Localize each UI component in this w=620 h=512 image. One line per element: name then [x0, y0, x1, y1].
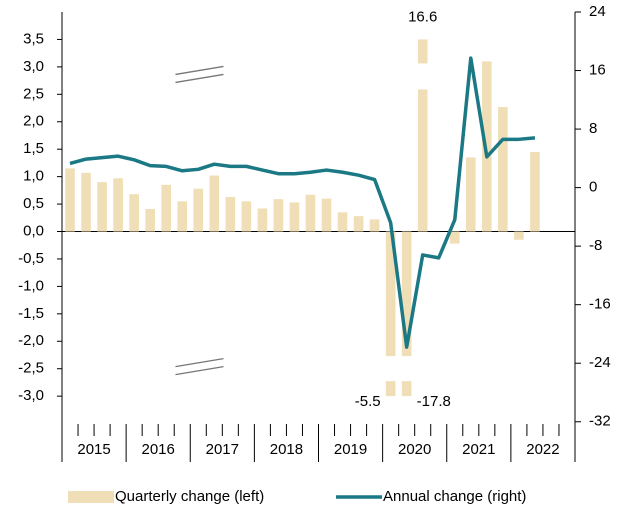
- break-mark: [175, 65, 224, 76]
- bar: [273, 199, 284, 232]
- y-tick-label: 2,5: [23, 85, 44, 102]
- bar: [241, 201, 252, 232]
- bar: [530, 151, 540, 232]
- bar: [289, 202, 300, 232]
- y-tick-label: -0,5: [18, 250, 44, 267]
- bar: [97, 182, 107, 232]
- x-group-label: 2022: [526, 441, 559, 458]
- bar: [257, 208, 268, 232]
- break-mark: [175, 358, 224, 368]
- x-group-label: 2020: [398, 441, 431, 458]
- bar: [465, 157, 476, 232]
- bar: [321, 198, 332, 232]
- bar-tail: [385, 381, 396, 397]
- y2-tick-label: 24: [589, 3, 606, 20]
- y-tick-label: 0,0: [23, 222, 44, 239]
- bar: [353, 216, 364, 232]
- bar: [145, 209, 155, 232]
- y-tick-label: 3,5: [23, 30, 44, 47]
- y2-tick-label: -32: [589, 413, 611, 430]
- y-tick-label: 1,5: [23, 140, 44, 157]
- bar: [337, 212, 348, 232]
- data-label: 16.6: [408, 8, 437, 25]
- bar: [225, 196, 236, 232]
- line: [69, 56, 536, 349]
- y-tick-label: -1,5: [18, 305, 44, 322]
- y2-tick-label: -16: [589, 296, 611, 313]
- y2-tick-label: 8: [589, 120, 597, 137]
- bar: [514, 231, 524, 240]
- bar: [113, 178, 123, 232]
- bar-tail: [417, 39, 428, 64]
- x-group-label: 2018: [270, 441, 303, 458]
- bar: [81, 172, 91, 232]
- bar: [401, 231, 412, 357]
- y-tick-label: 0,5: [23, 195, 44, 212]
- bar: [177, 201, 188, 232]
- x-group-label: 2015: [77, 441, 110, 458]
- x-group-label: 2021: [462, 441, 495, 458]
- bar: [498, 106, 508, 232]
- bar: [449, 231, 460, 244]
- legend-label: Quarterly change (left): [115, 488, 264, 505]
- bar: [385, 231, 396, 357]
- bar: [305, 194, 316, 232]
- y2-tick-label: 0: [589, 179, 597, 196]
- y-tick-label: 3,0: [23, 58, 44, 75]
- y2-tick-label: -24: [589, 354, 611, 371]
- bar: [193, 188, 204, 232]
- y2-tick-label: 16: [589, 62, 606, 79]
- x-group-label: 2016: [142, 441, 175, 458]
- data-label: -17.8: [417, 393, 451, 410]
- bar: [129, 194, 139, 232]
- y-tick-label: -2,0: [18, 332, 44, 349]
- legend-label: Annual change (right): [383, 488, 526, 505]
- y-tick-label: 1,0: [23, 168, 44, 185]
- bar: [209, 175, 220, 232]
- y2-tick-label: -8: [589, 237, 602, 254]
- bar-tail: [401, 381, 412, 397]
- y-tick-label: -1,0: [18, 277, 44, 294]
- x-group-label: 2017: [206, 441, 239, 458]
- bar: [417, 89, 428, 232]
- bar: [161, 184, 172, 232]
- x-group-label: 2019: [334, 441, 367, 458]
- break-mark: [175, 366, 224, 376]
- bar: [65, 168, 75, 232]
- data-label: -5.5: [355, 393, 381, 410]
- legend-swatch: [68, 491, 114, 503]
- bar: [369, 219, 380, 232]
- y-tick-label: -2,5: [18, 360, 44, 377]
- y-tick-label: -3,0: [18, 387, 44, 404]
- y-tick-label: 2,0: [23, 113, 44, 130]
- break-mark: [175, 73, 224, 84]
